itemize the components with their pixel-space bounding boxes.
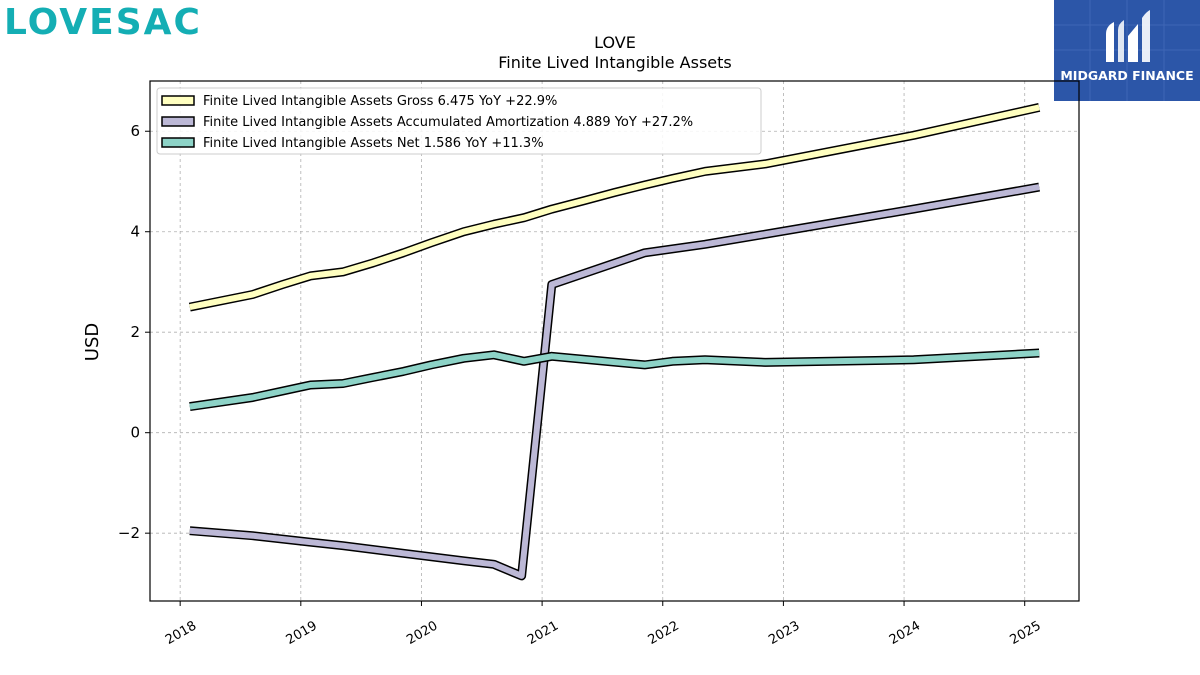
legend: Finite Lived Intangible Assets Gross 6.4… <box>156 87 762 155</box>
y-tick-label: 4 <box>130 223 140 241</box>
legend-swatch-1 <box>161 116 195 127</box>
y-axis: −2 0 2 4 6 <box>118 122 150 542</box>
series-1-line <box>189 184 1040 579</box>
legend-label-1: Finite Lived Intangible Assets Accumulat… <box>203 115 693 130</box>
midgard-logo-background <box>1054 0 1200 101</box>
x-axis: 2018 2019 2020 2021 2022 2023 2024 2025 <box>163 601 1044 648</box>
midgard-finance-logo: MIDGARD FINANCE <box>1054 0 1200 101</box>
x-tick-label: 2025 <box>1008 618 1044 648</box>
x-tick-label: 2024 <box>887 618 923 648</box>
chart-subtitle: Finite Lived Intangible Assets <box>498 53 731 72</box>
series-2-line <box>189 350 1040 410</box>
legend-label-2: Finite Lived Intangible Assets Net 1.586… <box>203 136 544 151</box>
x-tick-label: 2018 <box>163 618 199 648</box>
chart-title: LOVE <box>594 33 636 52</box>
x-tick-label: 2019 <box>284 618 320 648</box>
y-axis-label: USD <box>82 323 103 361</box>
legend-label-0: Finite Lived Intangible Assets Gross 6.4… <box>203 94 557 109</box>
midgard-emblem-icon <box>1106 10 1150 62</box>
y-tick-label: 6 <box>130 122 140 140</box>
legend-swatch-0 <box>161 95 195 106</box>
lovesac-logo: LOVESAC <box>4 2 202 43</box>
y-tick-label: −2 <box>118 524 140 542</box>
legend-box <box>156 87 762 155</box>
series-layer <box>188 103 1041 581</box>
y-tick-label: 2 <box>130 323 140 341</box>
x-tick-label: 2022 <box>646 618 682 648</box>
grid <box>150 81 1079 601</box>
x-tick-label: 2023 <box>766 618 802 648</box>
legend-swatch-2 <box>161 137 195 148</box>
x-tick-label: 2020 <box>404 618 440 648</box>
series-0-line <box>189 104 1040 311</box>
midgard-logo-text: MIDGARD FINANCE <box>1060 68 1194 83</box>
y-tick-label: 0 <box>130 424 140 442</box>
x-tick-label: 2021 <box>525 618 561 648</box>
plot-frame <box>149 80 1080 602</box>
